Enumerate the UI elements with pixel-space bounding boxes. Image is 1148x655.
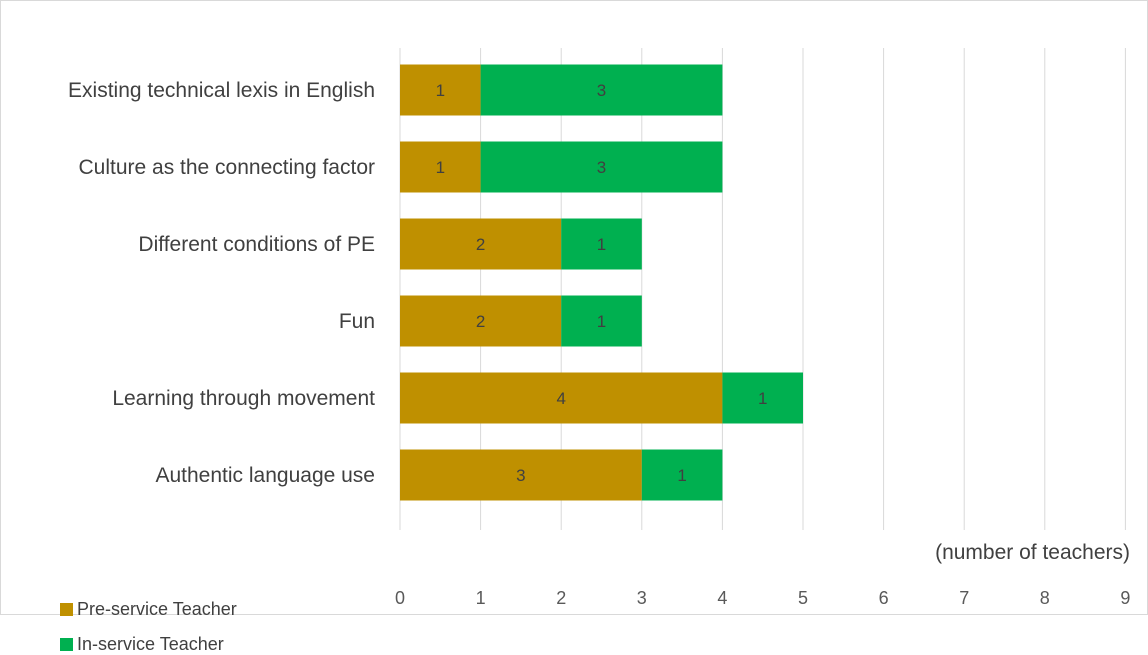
data-label: 1 <box>597 312 606 331</box>
x-axis-unit-label: (number of teachers) <box>935 541 1130 564</box>
data-label: 2 <box>476 312 485 331</box>
bar-segment-pre-service <box>400 218 562 270</box>
data-label: 1 <box>436 158 445 177</box>
category-label: Fun <box>339 310 375 333</box>
x-tick-label: 8 <box>1040 588 1050 608</box>
bar-segment-in-service <box>561 218 642 270</box>
data-label: 1 <box>436 81 445 100</box>
bar-segment-in-service <box>480 64 723 116</box>
legend-label-pre-service: Pre-service Teacher <box>77 599 237 619</box>
x-tick-labels: 0 1 2 3 4 5 6 7 8 9 <box>395 588 1130 608</box>
legend-item-pre-service: Pre-service Teacher <box>60 599 237 620</box>
bar-segment-pre-service <box>400 64 481 116</box>
category-label: Different conditions of PE <box>138 233 375 256</box>
x-tick-label: 4 <box>717 588 727 608</box>
stacked-bar-chart: 1 3 1 3 2 1 2 1 4 1 3 1 Existing technical lexis in… <box>68 48 1130 608</box>
data-labels: 1 3 1 3 2 1 2 1 4 1 3 1 <box>436 81 768 485</box>
bar-segment-in-service <box>722 372 803 424</box>
legend-label-in-service: In-service Teacher <box>77 634 224 654</box>
x-tick-label: 9 <box>1120 588 1130 608</box>
bar-segment-in-service <box>641 449 723 501</box>
x-tick-label: 0 <box>395 588 405 608</box>
legend-swatch-pre-service <box>60 603 73 616</box>
category-labels: Existing technical lexis in English Cultu… <box>68 79 375 487</box>
x-tick-label: 6 <box>879 588 889 608</box>
data-label: 3 <box>516 466 525 485</box>
data-label: 1 <box>758 389 767 408</box>
x-tick-label: 7 <box>959 588 969 608</box>
category-label: Learning through movement <box>112 387 375 410</box>
legend-swatch-in-service <box>60 638 73 651</box>
bar-segment-pre-service <box>400 372 723 424</box>
bars <box>400 64 803 501</box>
bar-segment-in-service <box>561 295 642 347</box>
data-label: 1 <box>677 466 686 485</box>
data-label: 2 <box>476 235 485 254</box>
bar-segment-pre-service <box>400 449 642 501</box>
bar-segment-pre-service <box>400 295 562 347</box>
x-tick-label: 1 <box>476 588 486 608</box>
x-tick-label: 2 <box>556 588 566 608</box>
bar-segment-pre-service <box>400 141 481 193</box>
x-tick-label: 3 <box>637 588 647 608</box>
data-label: 1 <box>597 235 606 254</box>
category-label: Authentic language use <box>155 464 375 487</box>
data-label: 4 <box>556 389 565 408</box>
x-tick-label: 5 <box>798 588 808 608</box>
data-label: 3 <box>597 158 606 177</box>
data-label: 3 <box>597 81 606 100</box>
legend-item-in-service: In-service Teacher <box>60 634 224 655</box>
category-label: Existing technical lexis in English <box>68 79 375 102</box>
category-label: Culture as the connecting factor <box>78 156 375 179</box>
bar-segment-in-service <box>480 141 723 193</box>
